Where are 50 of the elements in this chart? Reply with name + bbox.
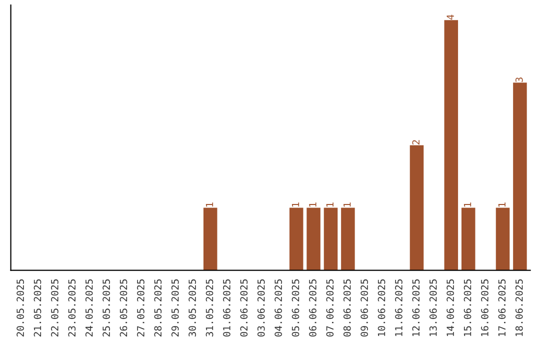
x-tick-label: 05.06.2025 <box>292 279 300 337</box>
data-label: 1 <box>464 202 472 207</box>
x-tick-label: 10.06.2025 <box>378 279 386 336</box>
bar <box>341 208 355 270</box>
x-tick-label: 11.06.2025 <box>395 279 402 336</box>
data-label: 1 <box>292 202 300 207</box>
x-tick-label: 09.06.2025 <box>360 279 368 337</box>
x-tick-label: 13.06.2025 <box>429 279 437 336</box>
bar <box>496 208 510 270</box>
x-tick-label: 12.06.2025 <box>412 279 420 336</box>
x-tick-label: 07.06.2025 <box>326 279 334 337</box>
bar <box>203 208 218 270</box>
x-tick-label: 16.06.2025 <box>481 279 488 336</box>
x-tick-label: 02.06.2025 <box>240 279 248 337</box>
x-tick-label: 22.05.2025 <box>51 279 58 336</box>
x-tick-label: 31.05.2025 <box>206 279 214 337</box>
x-tick-label: 08.06.2025 <box>343 279 351 337</box>
x-tick-label: 29.05.2025 <box>171 279 179 336</box>
bar <box>410 145 424 270</box>
x-tick-label: 17.06.2025 <box>498 279 506 336</box>
data-label: 1 <box>326 202 334 207</box>
bar <box>461 208 476 270</box>
bar <box>444 20 458 270</box>
x-tick-label: 18.06.2025 <box>515 279 523 336</box>
x-tick-label: 03.06.2025 <box>257 279 265 337</box>
x-tick-label: 21.05.2025 <box>34 279 42 336</box>
x-tick-label: 15.06.2025 <box>464 279 472 336</box>
x-tick-label: 28.05.2025 <box>154 279 162 336</box>
bar <box>324 208 338 270</box>
x-tick-label: 25.05.2025 <box>102 279 110 336</box>
x-tick-label: 26.05.2025 <box>120 279 128 336</box>
data-label: 3 <box>515 78 523 82</box>
x-tick-label: 04.06.2025 <box>274 279 282 337</box>
x-tick-label: 24.05.2025 <box>85 279 93 336</box>
x-tick-label: 06.06.2025 <box>309 279 316 337</box>
bar <box>306 208 320 270</box>
data-label: 1 <box>498 202 506 207</box>
bar <box>513 82 527 270</box>
data-label: 4 <box>446 14 454 20</box>
data-label: 1 <box>309 202 316 207</box>
x-tick-label: 27.05.2025 <box>137 279 144 336</box>
data-label: 2 <box>412 140 420 144</box>
bar <box>289 208 304 270</box>
x-tick-label: 01.06.2025 <box>223 279 230 337</box>
data-label: 1 <box>344 202 351 207</box>
x-tick-label: 30.05.2025 <box>188 279 196 337</box>
x-tick-label: 14.06.2025 <box>446 279 454 336</box>
data-label: 1 <box>206 202 214 207</box>
x-tick-label: 23.05.2025 <box>68 279 76 336</box>
x-tick-label: 20.05.2025 <box>16 279 24 336</box>
